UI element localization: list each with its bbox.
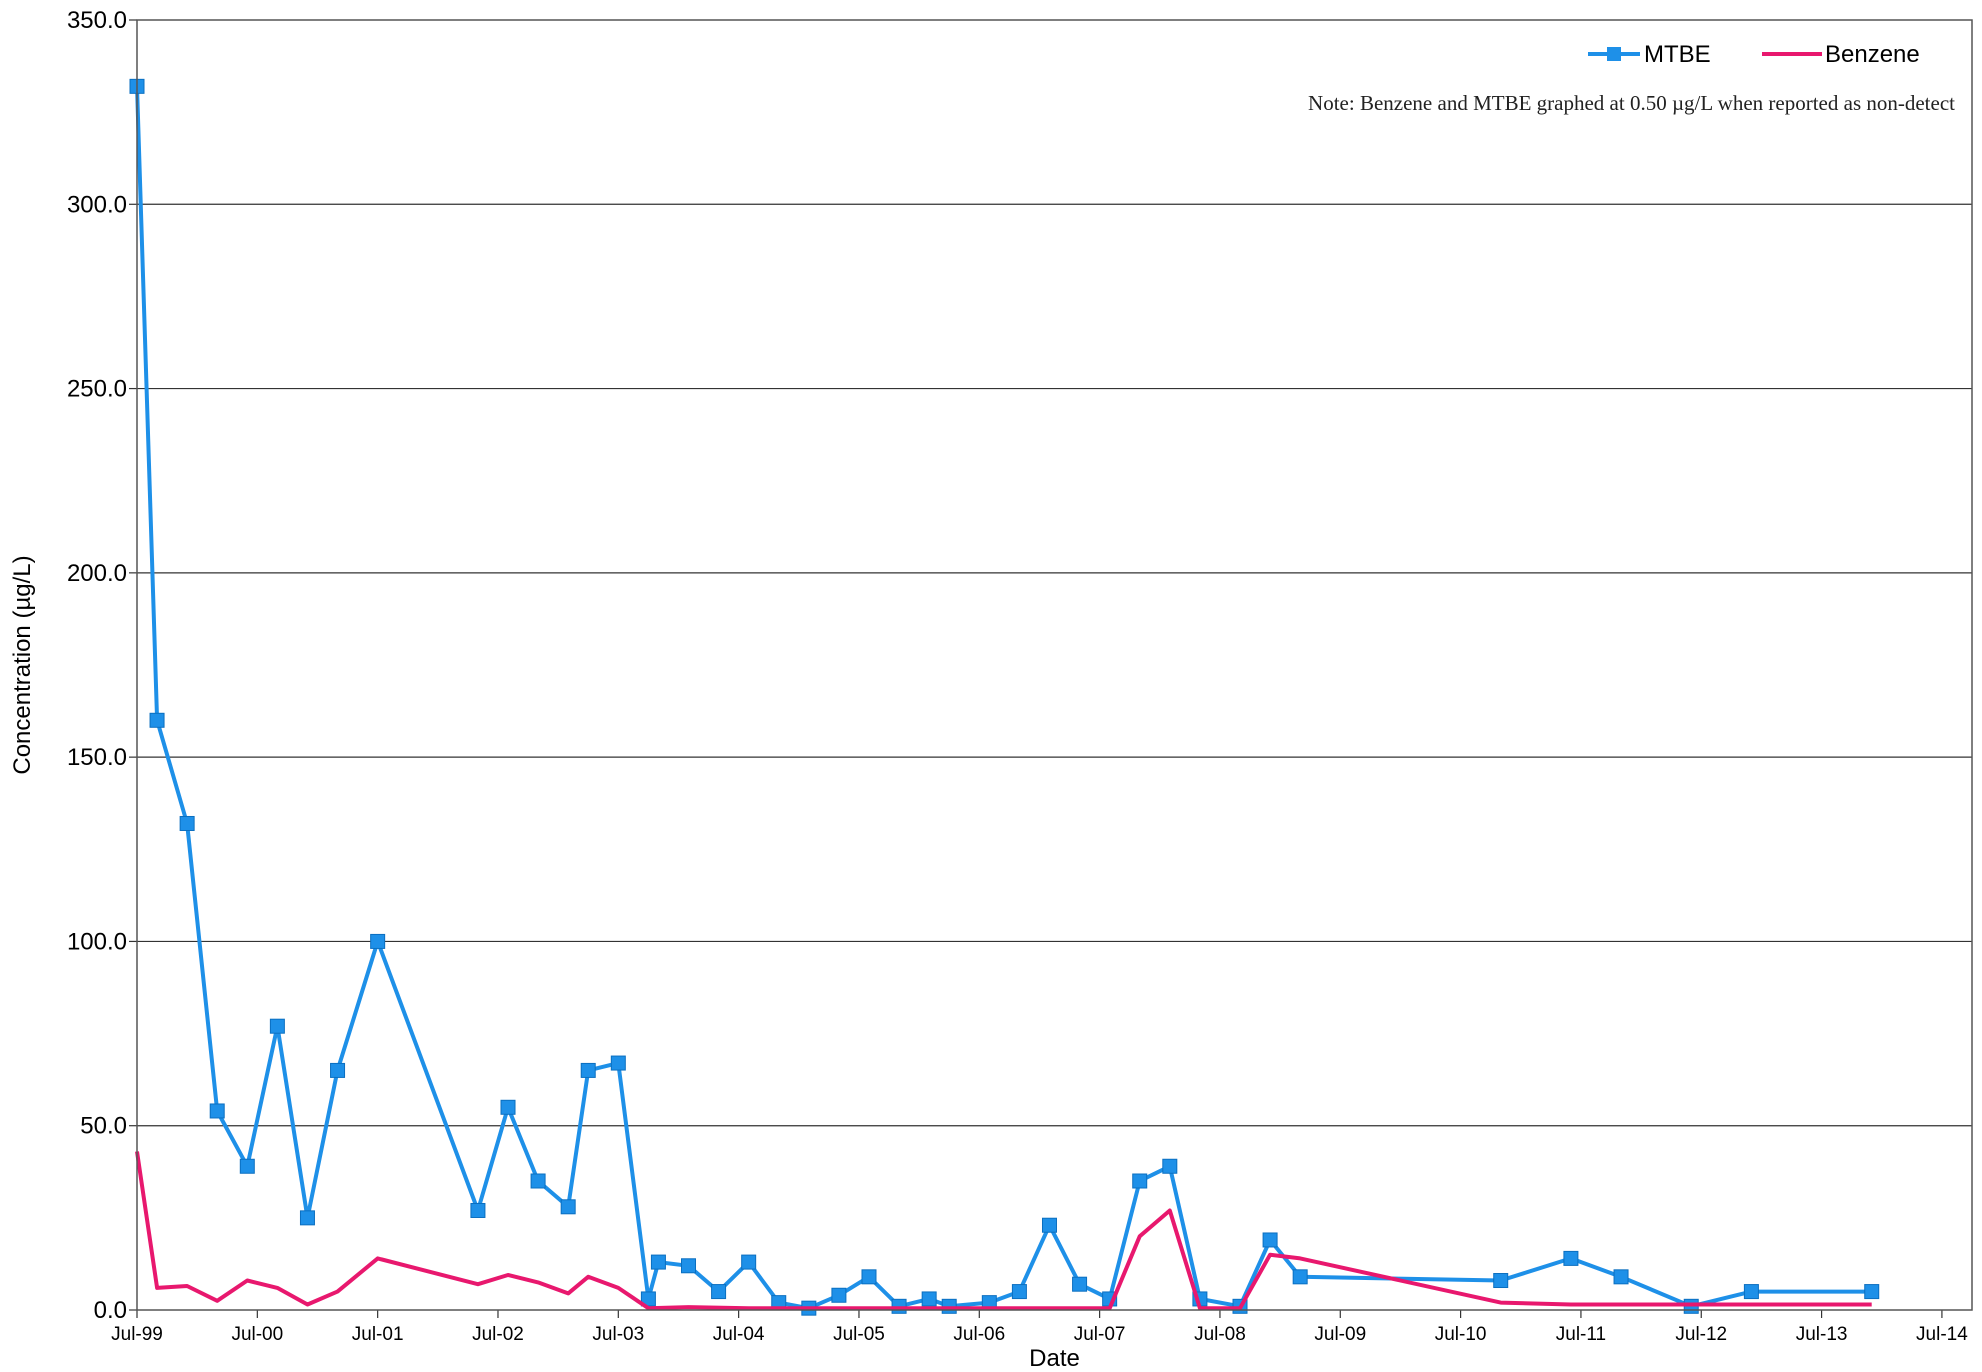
y-tick-label: 350.0 — [67, 7, 127, 34]
y-tick-labels: 0.0 50.0 100.0 150.0 200.0 250.0 300.0 350.0 — [67, 7, 127, 1324]
series-mtbe-point — [1493, 1273, 1509, 1289]
x-tick-label: Jul-04 — [713, 1324, 765, 1345]
y-tick-label: 50.0 — [80, 1113, 127, 1140]
legend-benzene-label: Benzene — [1825, 41, 1920, 68]
series-mtbe-point — [861, 1269, 877, 1285]
series-mtbe-point — [370, 933, 386, 949]
series-mtbe-point — [741, 1254, 757, 1270]
series-mtbe-point — [1292, 1269, 1308, 1285]
x-tick-label: Jul-05 — [833, 1324, 885, 1345]
legend: MTBE Benzene — [1588, 41, 1920, 68]
y-tick-label: 300.0 — [67, 191, 127, 218]
series-mtbe-point — [921, 1291, 937, 1307]
x-tick-label: Jul-11 — [1556, 1324, 1606, 1345]
x-tick-label: Jul-99 — [111, 1324, 163, 1345]
x-tick-label: Jul-12 — [1675, 1324, 1727, 1345]
x-tick-label: Jul-03 — [592, 1324, 644, 1345]
x-tick-label: Jul-06 — [953, 1324, 1005, 1345]
series-mtbe-point — [1743, 1284, 1759, 1300]
series-mtbe-point — [1613, 1269, 1629, 1285]
series-mtbe-point — [269, 1018, 285, 1034]
series-benzene-line — [135, 1151, 1872, 1311]
legend-mtbe-label: MTBE — [1644, 41, 1711, 68]
series-mtbe-point — [711, 1284, 727, 1300]
series-mtbe-point — [1041, 1217, 1057, 1233]
series-mtbe-point — [500, 1099, 516, 1115]
series-mtbe-point — [209, 1103, 225, 1119]
series-mtbe-point — [149, 712, 165, 728]
series-lines — [129, 78, 1880, 1316]
series-mtbe-point — [1132, 1173, 1148, 1189]
x-tick-label: Jul-01 — [352, 1324, 404, 1345]
x-tick-label: Jul-10 — [1435, 1324, 1487, 1345]
series-mtbe-point — [681, 1258, 697, 1274]
series-mtbe-point — [1563, 1250, 1579, 1266]
series-mtbe — [129, 78, 1880, 1316]
series-mtbe-point — [1011, 1284, 1027, 1300]
y-tick-label: 200.0 — [67, 560, 127, 587]
series-mtbe-point — [580, 1062, 596, 1078]
series-mtbe-point — [470, 1202, 486, 1218]
x-tick-label: Jul-07 — [1074, 1324, 1126, 1345]
series-mtbe-point — [330, 1062, 346, 1078]
grid-lines — [129, 19, 1972, 1318]
plot-frame — [136, 19, 1973, 1311]
series-mtbe-point — [179, 815, 195, 831]
series-mtbe-point — [650, 1254, 666, 1270]
y-tick-label: 250.0 — [67, 376, 127, 403]
x-tick-label: Jul-00 — [231, 1324, 283, 1345]
series-mtbe-point — [831, 1287, 847, 1303]
series-mtbe-point — [610, 1055, 626, 1071]
x-tick-label: Jul-08 — [1194, 1324, 1246, 1345]
series-mtbe-point — [560, 1199, 576, 1215]
series-mtbe-point — [530, 1173, 546, 1189]
x-tick-label: Jul-13 — [1796, 1324, 1848, 1345]
series-mtbe-point — [239, 1158, 255, 1174]
series-mtbe-point — [299, 1210, 315, 1226]
x-tick-label: Jul-02 — [472, 1324, 524, 1345]
series-mtbe-point — [1864, 1284, 1880, 1300]
chart-note: Note: Benzene and MTBE graphed at 0.50 µ… — [1308, 91, 1955, 115]
x-tick-labels: Jul-99 Jul-00 Jul-01 Jul-02 Jul-03 Jul-04 Jul-… — [111, 1324, 1968, 1345]
series-mtbe-point — [1072, 1276, 1088, 1292]
series-benzene — [135, 1151, 1872, 1311]
y-tick-label: 150.0 — [67, 744, 127, 771]
series-mtbe-point — [1262, 1232, 1278, 1248]
x-tick-label: Jul-09 — [1314, 1324, 1366, 1345]
x-axis-title: Date — [1029, 1345, 1080, 1372]
x-tick-label: Jul-14 — [1916, 1324, 1968, 1345]
series-mtbe-line — [135, 86, 1872, 1311]
y-tick-label: 100.0 — [67, 928, 127, 955]
series-mtbe-point — [1162, 1158, 1178, 1174]
y-axis-title: Concentration (µg/L) — [9, 555, 36, 774]
y-tick-label: 0.0 — [94, 1297, 127, 1324]
legend-mtbe-marker — [1607, 47, 1621, 61]
